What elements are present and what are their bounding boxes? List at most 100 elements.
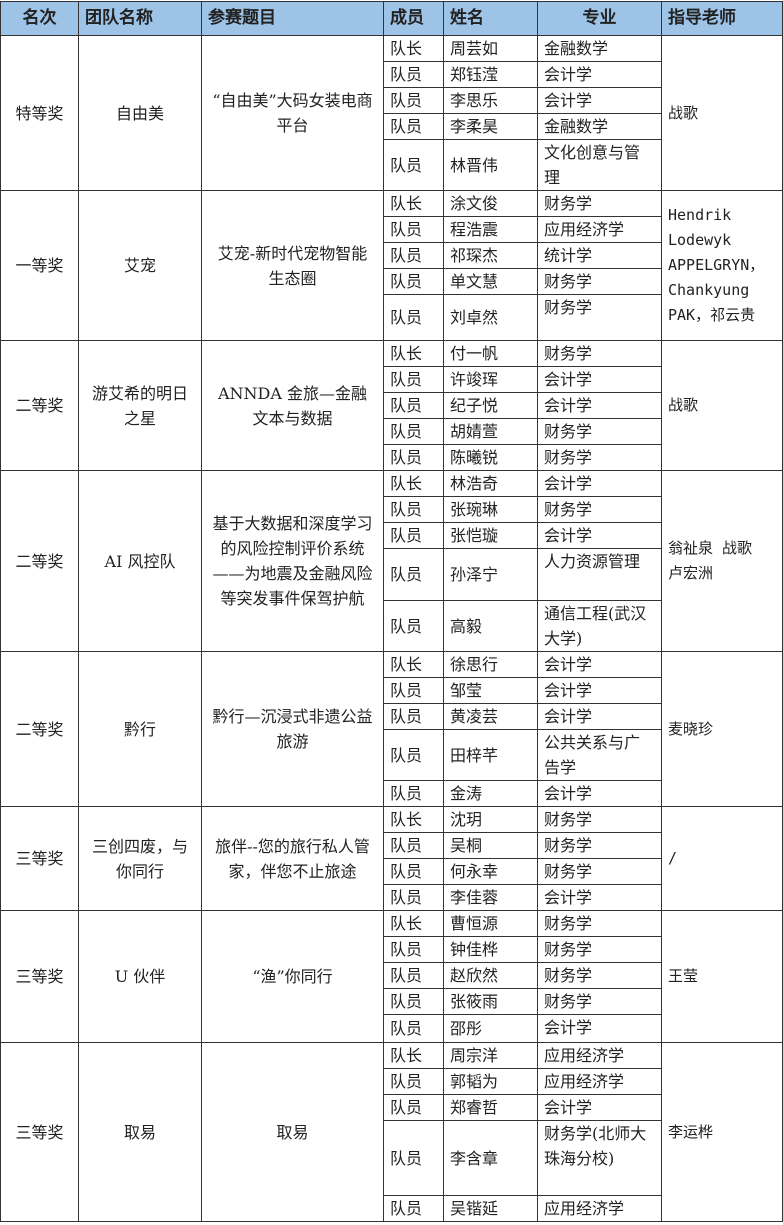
teacher-cell: 王莹 bbox=[661, 910, 783, 1043]
member-major-cell: 会计学 bbox=[537, 392, 662, 419]
member-major-cell: 财务学 bbox=[537, 832, 662, 859]
member-major-cell: 应用经济学 bbox=[537, 1195, 662, 1222]
member-major-cell: 财务学 bbox=[537, 268, 662, 295]
member-major-cell: 通信工程(武汉大学) bbox=[537, 600, 662, 652]
table-row: 队员 郭韬为 应用经济学 bbox=[1, 1068, 783, 1095]
team-name-cell: 游艾希的明日之星 bbox=[78, 340, 202, 471]
member-name-cell: 何永幸 bbox=[443, 858, 538, 885]
member-role-cell: 队员 bbox=[383, 496, 444, 523]
topic-cell: 基于大数据和深度学习的风险控制评价系统——为地震及金融风险等突发事件保驾护航 bbox=[201, 470, 384, 652]
team-name-cell: 自由美 bbox=[78, 35, 202, 191]
table-row: 队员 纪子悦 会计学 bbox=[1, 392, 783, 419]
table-row: 三等奖 取易 取易 队长 周宗洋 应用经济学 李运桦 bbox=[0, 1042, 783, 1222]
topic-cell: 取易 bbox=[201, 1042, 384, 1222]
member-major-cell: 会计学 bbox=[537, 470, 662, 497]
member-name-cell: 周宗洋 bbox=[443, 1042, 538, 1069]
teacher-cell: 战歌 bbox=[661, 340, 783, 471]
member-major-cell: 财务学 bbox=[537, 418, 662, 445]
member-name-cell: 付一帆 bbox=[443, 340, 538, 367]
member-major-cell: 应用经济学 bbox=[537, 216, 662, 243]
member-major-cell: 财务学 bbox=[537, 910, 662, 937]
table-row: 队员 金涛 会计学 bbox=[1, 780, 783, 807]
table-row: 队员 李思乐 会计学 bbox=[1, 87, 783, 114]
member-role-cell: 队员 bbox=[383, 1068, 444, 1095]
member-name-cell: 许竣珲 bbox=[443, 366, 538, 393]
member-role-cell: 队员 bbox=[383, 677, 444, 704]
table-row: 队员 李柔昊 金融数学 bbox=[1, 113, 783, 140]
header-major: 专业 bbox=[537, 1, 662, 36]
member-major-cell: 会计学 bbox=[537, 780, 662, 807]
member-role-cell: 队员 bbox=[383, 113, 444, 140]
table-row: 队员 孙泽宁 人力资源管理 bbox=[1, 548, 783, 601]
topic-cell: 黔行—沉浸式非遗公益旅游 bbox=[201, 651, 384, 807]
table-row: 三等奖 三创四废，与你同行 旅伴--您的旅行私人管家，伴您不止旅途 队长 沈玥 财务学 / bbox=[0, 806, 783, 911]
member-role-cell: 队长 bbox=[383, 470, 444, 497]
member-role-cell: 队长 bbox=[383, 651, 444, 678]
member-role-cell: 队员 bbox=[383, 548, 444, 601]
header-role: 成员 bbox=[383, 1, 444, 36]
table-row: 队员 吴桐 财务学 bbox=[1, 832, 783, 859]
member-major-cell: 财务学 bbox=[537, 988, 662, 1015]
table-row: 队员 林晋伟 文化创意与管理 bbox=[1, 139, 783, 191]
member-role-cell: 队员 bbox=[383, 294, 444, 341]
member-role-cell: 队员 bbox=[383, 1014, 444, 1043]
member-role-cell: 队员 bbox=[383, 444, 444, 471]
member-major-cell: 财务学 bbox=[537, 936, 662, 963]
member-name-cell: 沈玥 bbox=[443, 806, 538, 833]
member-name-cell: 祁琛杰 bbox=[443, 242, 538, 269]
member-major-cell: 人力资源管理 bbox=[537, 548, 662, 601]
member-major-cell: 财务学 bbox=[537, 496, 662, 523]
member-name-cell: 张琬琳 bbox=[443, 496, 538, 523]
table-row: 二等奖 黔行 黔行—沉浸式非遗公益旅游 队长 徐思行 会计学 麦晓珍 bbox=[0, 651, 783, 807]
member-major-cell: 会计学 bbox=[537, 651, 662, 678]
team-name-cell: U 伙伴 bbox=[78, 910, 202, 1043]
header-row: 名次 团队名称 参赛题目 成员 姓名 专业 指导老师 bbox=[0, 1, 783, 36]
member-name-cell: 郑睿哲 bbox=[443, 1094, 538, 1121]
table-row: 队员 何永幸 财务学 bbox=[1, 858, 783, 885]
member-name-cell: 张恺璇 bbox=[443, 522, 538, 549]
rank-cell: 二等奖 bbox=[0, 470, 79, 652]
table-row: 队员 郑钰滢 会计学 bbox=[1, 61, 783, 88]
member-name-cell: 田梓芊 bbox=[443, 729, 538, 781]
table-row: 队员 刘卓然 财务学 bbox=[1, 294, 783, 341]
member-role-cell: 队员 bbox=[383, 936, 444, 963]
member-role-cell: 队员 bbox=[383, 962, 444, 989]
member-role-cell: 队员 bbox=[383, 268, 444, 295]
member-name-cell: 周芸如 bbox=[443, 35, 538, 62]
member-role-cell: 队员 bbox=[383, 366, 444, 393]
member-role-cell: 队员 bbox=[383, 884, 444, 911]
member-major-cell: 会计学 bbox=[537, 87, 662, 114]
member-major-cell: 会计学 bbox=[537, 366, 662, 393]
table-row: 队员 胡婧萱 财务学 bbox=[1, 418, 783, 445]
topic-cell: ANNDA 金旅—金融文本与数据 bbox=[201, 340, 384, 471]
table-row: 队员 钟佳桦 财务学 bbox=[1, 936, 783, 963]
teacher-cell: 李运桦 bbox=[661, 1042, 783, 1222]
topic-cell: “渔”你同行 bbox=[201, 910, 384, 1043]
member-name-cell: 邹莹 bbox=[443, 677, 538, 704]
member-name-cell: 李含章 bbox=[443, 1120, 538, 1196]
table-row: 二等奖 游艾希的明日之星 ANNDA 金旅—金融文本与数据 队长 付一帆 财务学 战歌 bbox=[0, 340, 783, 471]
member-role-cell: 队员 bbox=[383, 729, 444, 781]
rank-cell: 二等奖 bbox=[0, 340, 79, 471]
table-row: 队员 赵欣然 财务学 bbox=[1, 962, 783, 989]
member-name-cell: 林晋伟 bbox=[443, 139, 538, 191]
member-role-cell: 队员 bbox=[383, 780, 444, 807]
member-name-cell: 涂文俊 bbox=[443, 190, 538, 217]
member-role-cell: 队长 bbox=[383, 35, 444, 62]
member-major-cell: 金融数学 bbox=[537, 35, 662, 62]
member-role-cell: 队员 bbox=[383, 1120, 444, 1196]
member-role-cell: 队长 bbox=[383, 910, 444, 937]
member-major-cell: 应用经济学 bbox=[537, 1068, 662, 1095]
member-major-cell: 财务学 bbox=[537, 858, 662, 885]
member-role-cell: 队长 bbox=[383, 190, 444, 217]
member-major-cell: 财务学 bbox=[537, 806, 662, 833]
member-name-cell: 胡婧萱 bbox=[443, 418, 538, 445]
topic-cell: 艾宠-新时代宠物智能生态圈 bbox=[201, 190, 384, 341]
member-name-cell: 纪子悦 bbox=[443, 392, 538, 419]
member-name-cell: 徐思行 bbox=[443, 651, 538, 678]
member-role-cell: 队员 bbox=[383, 139, 444, 191]
table-row: 队员 陈曦锐 财务学 bbox=[1, 444, 783, 471]
member-role-cell: 队员 bbox=[383, 392, 444, 419]
member-role-cell: 队员 bbox=[383, 988, 444, 1015]
table-row: 队员 吴锴延 应用经济学 bbox=[1, 1195, 783, 1222]
